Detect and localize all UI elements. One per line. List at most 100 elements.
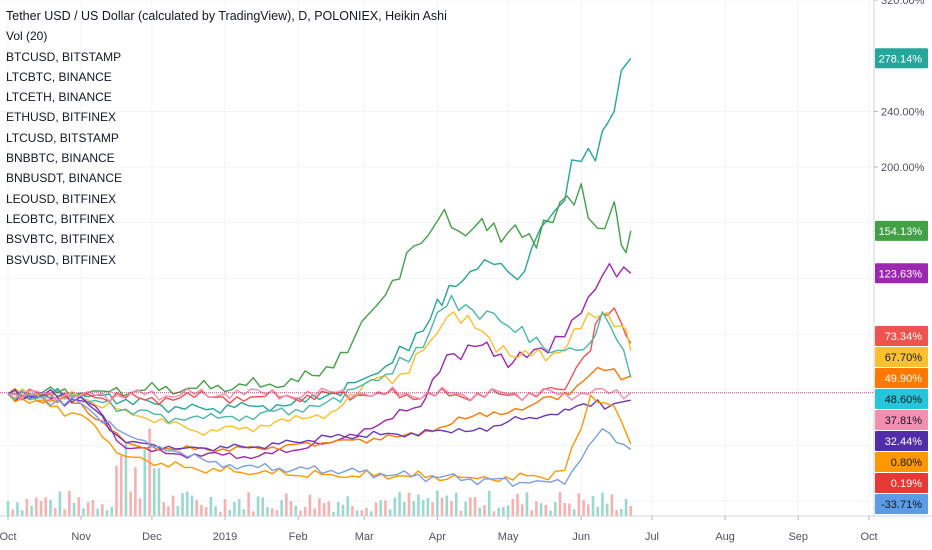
badge-label: 154.13% xyxy=(879,226,923,238)
volume-bar xyxy=(25,499,29,516)
volume-bar xyxy=(440,497,444,516)
price-axis-label: 240.00% xyxy=(881,106,925,118)
legend-item[interactable]: ETHUSD, BITFINEX xyxy=(6,110,117,125)
volume-bar xyxy=(346,496,349,516)
volume-bar xyxy=(105,510,109,516)
series-line xyxy=(7,390,632,487)
volume-bar xyxy=(190,495,194,516)
legend-item[interactable]: BNBBTC, BINANCE xyxy=(6,151,115,166)
volume-bar xyxy=(615,510,618,516)
volume-bar xyxy=(535,501,538,516)
legend-item[interactable]: BSVUSD, BITFINEX xyxy=(6,252,117,267)
volume-bar xyxy=(318,498,321,516)
series-lines xyxy=(7,57,632,487)
series-line xyxy=(7,386,632,403)
volume-bar xyxy=(242,509,246,516)
price-axis-label: 320.00% xyxy=(881,0,925,7)
volume-bar xyxy=(171,495,175,516)
volume-bar xyxy=(233,501,236,516)
volume-bar xyxy=(497,507,500,516)
volume-bar xyxy=(412,501,416,516)
volume-bar xyxy=(30,505,33,516)
volume-bar xyxy=(6,501,10,516)
legend-item[interactable]: LTCETH, BINANCE xyxy=(6,90,112,105)
badge-background xyxy=(875,452,928,472)
volume-bar xyxy=(421,500,425,516)
volume-bar xyxy=(223,499,227,516)
badge-label: -33.71% xyxy=(881,499,922,511)
volume-bar xyxy=(77,497,81,516)
time-axis-label: Apr xyxy=(429,531,446,543)
last-value-badge: 37.81% xyxy=(875,410,928,430)
series-line xyxy=(7,294,632,424)
series-line xyxy=(7,311,632,436)
legend-item[interactable]: LTCBTC, BINANCE xyxy=(6,69,112,84)
volume-bar xyxy=(115,465,118,516)
volume-bar xyxy=(16,502,19,516)
volume-bar xyxy=(525,492,529,516)
volume-bar xyxy=(49,499,52,516)
badge-background xyxy=(875,326,928,346)
volume-bar xyxy=(426,498,430,516)
series-line xyxy=(7,263,632,460)
volume-bar xyxy=(313,508,316,516)
legend-item[interactable]: LEOBTC, BITFINEX xyxy=(6,211,115,226)
volume-bar xyxy=(624,499,628,516)
last-value-badges: 278.14% 154.13% 123.63% 73.34% 67.70% 49.90% 4… xyxy=(875,48,928,514)
legend-item[interactable]: LEOUSD, BITFINEX xyxy=(6,191,117,206)
price-axis-label: 200.00% xyxy=(881,162,925,174)
badge-background xyxy=(875,347,928,367)
series-line xyxy=(7,393,632,483)
volume-bar xyxy=(605,503,609,516)
volume-bar xyxy=(44,497,48,516)
volume-bar xyxy=(228,510,232,516)
volume-bar xyxy=(209,496,213,516)
volume-bar xyxy=(558,492,562,516)
volume-bar xyxy=(20,510,24,516)
legend-item[interactable]: BNBUSDT, BINANCE xyxy=(6,171,123,186)
volume-bar xyxy=(629,505,633,516)
volume-bar xyxy=(450,500,453,516)
volume-bar xyxy=(72,502,76,516)
volume-bar xyxy=(247,492,250,516)
volume-bar xyxy=(294,505,298,516)
time-axis-background xyxy=(0,516,932,550)
volume-bar xyxy=(219,511,222,516)
volume-study-label[interactable]: Vol (20) xyxy=(6,29,48,44)
volume-bar xyxy=(101,504,104,516)
chart-legend: Tether USD / US Dollar (calculated by Tr… xyxy=(6,6,447,270)
last-value-badge: 67.70% xyxy=(875,347,928,367)
time-axis-label: Dec xyxy=(142,531,162,543)
volume-bar xyxy=(549,510,552,516)
volume-bar xyxy=(431,502,434,516)
time-axis-label: 2019 xyxy=(213,531,237,543)
volume-bar xyxy=(582,500,585,516)
volume-bar xyxy=(398,492,401,516)
volume-bar xyxy=(379,500,383,516)
volume-bar xyxy=(492,511,496,516)
series-line xyxy=(7,389,631,452)
volume-bar xyxy=(596,506,600,516)
time-axis[interactable]: Oct Nov Dec 2019 Feb Mar Apr May Jun Jul Aug Sep Oct xyxy=(0,515,932,550)
volume-bar xyxy=(39,501,43,516)
volume-bar xyxy=(473,497,477,516)
legend-item[interactable]: LTCUSD, BITSTAMP xyxy=(6,130,119,145)
last-value-badge: 32.44% xyxy=(875,431,928,451)
legend-item[interactable]: BTCUSD, BITSTAMP xyxy=(6,49,122,64)
volume-bars xyxy=(6,428,633,516)
volume-bar xyxy=(568,503,571,516)
volume-bar xyxy=(96,508,99,516)
badge-label: 0.19% xyxy=(891,478,922,490)
main-symbol-title[interactable]: Tether USD / US Dollar (calculated by Tr… xyxy=(6,9,447,23)
volume-bar xyxy=(407,492,411,516)
volume-bar xyxy=(299,510,302,516)
volume-bar xyxy=(511,498,515,516)
badge-label: 278.14% xyxy=(879,53,923,65)
volume-bar xyxy=(303,506,307,516)
volume-bar xyxy=(53,508,57,516)
volume-bar xyxy=(539,503,543,516)
legend-item[interactable]: BSVBTC, BITFINEX xyxy=(6,232,115,247)
volume-bar xyxy=(185,491,189,516)
